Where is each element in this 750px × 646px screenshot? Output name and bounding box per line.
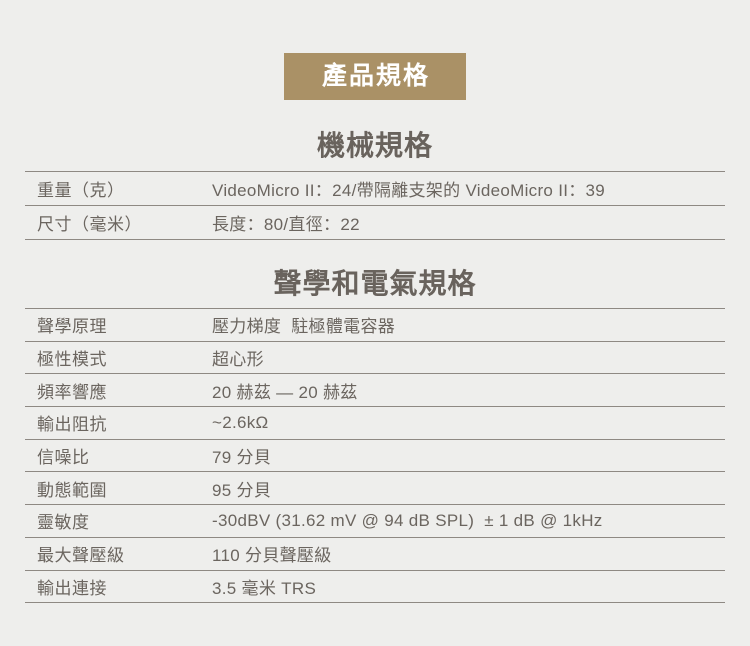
- spec-label: 尺寸（毫米）: [37, 215, 142, 234]
- table-row: 最大聲壓級 110 分貝聲壓級: [25, 538, 725, 571]
- spec-label: 動態範圍: [37, 480, 107, 500]
- table-row: 尺寸（毫米） 長度：80/直徑：22: [25, 206, 725, 240]
- table-row: 聲學原理 壓力梯度 駐極體電容器: [25, 309, 725, 342]
- spec-value: ~2.6kΩ: [212, 412, 269, 432]
- table-row: 輸出阻抗 ~2.6kΩ: [25, 407, 725, 440]
- spec-label: 輸出阻抗: [37, 415, 107, 435]
- spec-value: -30dBV (31.62 mV @ 94 dB SPL) ± 1 dB @ 1…: [212, 510, 603, 530]
- spec-label: 信噪比: [37, 448, 90, 468]
- spec-value: 110 分貝聲壓級: [212, 546, 332, 566]
- table-row: 重量（克） VideoMicro II：24/帶隔離支架的 VideoMicro…: [25, 172, 725, 206]
- spec-value: 壓力梯度 駐極體電容器: [212, 317, 396, 337]
- spec-value: 20 赫茲 — 20 赫茲: [212, 382, 358, 402]
- mechanical-spec-table: 重量（克） VideoMicro II：24/帶隔離支架的 VideoMicro…: [25, 171, 725, 240]
- spec-label: 最大聲壓級: [37, 546, 125, 566]
- section-title-mechanical: 機械規格: [316, 130, 433, 161]
- table-row: 動態範圍 95 分貝: [25, 472, 725, 506]
- spec-label: 頻率響應: [37, 382, 107, 402]
- table-row: 頻率響應 20 赫茲 — 20 赫茲: [25, 374, 725, 408]
- table-row: 輸出連接 3.5 毫米 TRS: [25, 571, 725, 604]
- spec-label: 重量（克）: [37, 181, 125, 200]
- acoustic-electrical-spec-table: 聲學原理 壓力梯度 駐極體電容器 極性模式 超心形 頻率響應 20 赫茲 — 2…: [25, 308, 725, 604]
- spec-value: 3.5 毫米 TRS: [212, 578, 317, 598]
- product-spec-badge: 產品規格: [283, 53, 466, 100]
- table-row: 信噪比 79 分貝: [25, 440, 725, 473]
- spec-value: 79 分貝: [212, 448, 272, 468]
- spec-label: 輸出連接: [37, 578, 107, 598]
- spec-label: 靈敏度: [37, 513, 90, 533]
- spec-label: 極性模式: [37, 350, 107, 370]
- table-row: 極性模式 超心形: [25, 342, 725, 375]
- spec-value: 超心形: [212, 350, 264, 370]
- spec-label: 聲學原理: [37, 317, 107, 337]
- spec-value: VideoMicro II：24/帶隔離支架的 VideoMicro II：39: [212, 181, 606, 200]
- section-title-acoustic-electrical: 聲學和電氣規格: [273, 268, 477, 299]
- spec-value: 長度：80/直徑：22: [212, 215, 360, 234]
- table-row: 靈敏度 -30dBV (31.62 mV @ 94 dB SPL) ± 1 dB…: [25, 505, 725, 538]
- spec-value: 95 分貝: [212, 480, 272, 500]
